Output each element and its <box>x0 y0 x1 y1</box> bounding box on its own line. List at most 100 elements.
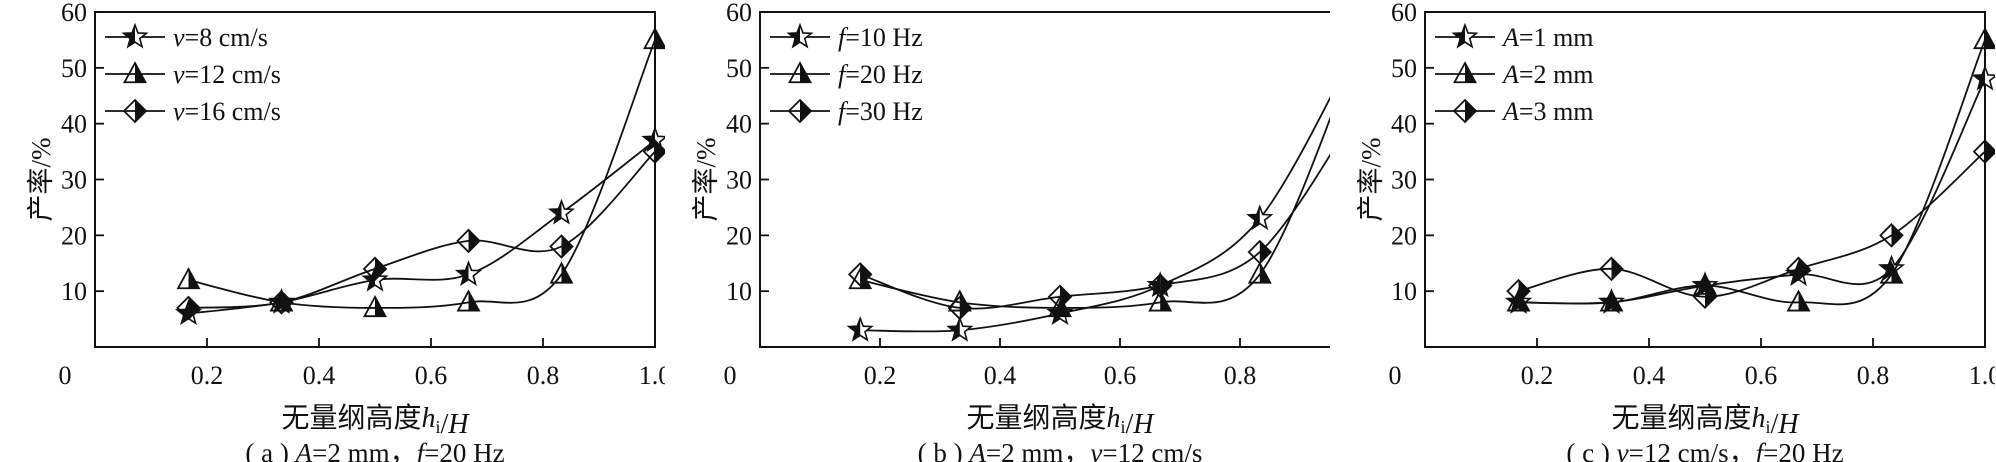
data-point-triangle <box>1506 289 1531 312</box>
series-line <box>188 139 656 315</box>
y-axis-label: 产率/% <box>26 138 56 222</box>
data-point-triangle <box>1786 289 1811 312</box>
data-point-diamond <box>176 295 201 321</box>
chart-caption: ( a ) A=2 mm，f=20 Hz <box>245 438 504 462</box>
y-tick-label: 10 <box>726 277 752 306</box>
x-tick-label: 0.2 <box>1521 361 1554 390</box>
data-point-diamond <box>1147 273 1173 298</box>
legend-marker-triangle <box>1453 61 1477 84</box>
series-line <box>859 153 1330 310</box>
data-point-star <box>946 315 974 342</box>
y-tick-label: 30 <box>61 166 87 195</box>
y-tick-label: 50 <box>1391 54 1417 83</box>
data-point-star <box>1246 204 1274 231</box>
data-point-diamond <box>1247 239 1273 265</box>
data-point-diamond <box>1879 223 1904 248</box>
y-axis-label: 产率/% <box>691 138 721 222</box>
data-point-triangle <box>1599 289 1624 312</box>
x-tick-label: 0.6 <box>1104 361 1137 390</box>
x-tick-label: 0.6 <box>415 361 448 390</box>
data-point-diamond <box>269 290 294 315</box>
data-point-diamond <box>549 234 574 259</box>
y-tick-label: 50 <box>726 54 752 83</box>
legend-label: A=1 mm <box>1501 23 1594 52</box>
x-tick-label: 0.8 <box>527 361 560 390</box>
data-point-triangle <box>1247 261 1272 284</box>
legend-label: v=12 cm/s <box>173 60 281 89</box>
y-tick-label: 40 <box>726 110 752 139</box>
data-point-diamond <box>642 139 665 164</box>
data-point-star <box>1971 64 1995 91</box>
series-line <box>188 150 656 309</box>
data-point-diamond <box>1692 284 1718 310</box>
x-tick-label: 1.0 <box>639 361 665 390</box>
y-tick-label: 20 <box>61 221 87 250</box>
data-point-triangle <box>643 27 665 50</box>
x-axis-label: 无量纲高度hi/H <box>1611 402 1800 440</box>
data-point-triangle <box>176 267 201 290</box>
x-tick-label: 0.4 <box>303 361 336 390</box>
x-axis-label: 无量纲高度hi/H <box>966 402 1155 440</box>
legend-marker-diamond <box>122 98 148 124</box>
legend-label: A=2 mm <box>1501 60 1594 89</box>
data-point-triangle <box>1879 261 1904 284</box>
y-tick-label: 60 <box>1391 0 1417 27</box>
x-tick-label: 1.0 <box>1969 361 1995 390</box>
legend-marker-diamond <box>787 98 813 124</box>
x-tick-label: 0.2 <box>191 361 224 390</box>
x-tick-label: 0 <box>724 361 737 390</box>
chart-panel-1: 10 20 30 40 50 60 0 0.2 0.4 0.6 0.8 1.0 产率/% 无量纲高度hi/… <box>26 0 665 462</box>
data-point-triangle <box>549 261 574 284</box>
y-tick-label: 20 <box>1391 221 1417 250</box>
legend-marker-star <box>1451 22 1479 49</box>
series-line <box>1518 39 1986 306</box>
y-tick-label: 10 <box>61 277 87 306</box>
chart-caption: ( b ) A=2 mm，v=12 cm/s <box>918 438 1203 462</box>
data-point-diamond <box>947 295 973 321</box>
data-point-diamond <box>847 262 873 287</box>
data-point-diamond <box>1506 278 1531 304</box>
y-tick-label: 40 <box>61 110 87 139</box>
x-tick-label: 0.6 <box>1745 361 1778 390</box>
chart-panel-2: 10203040506000.20.40.60.81.0产率/%无量纲高度hi/… <box>691 0 1330 462</box>
data-point-triangle <box>456 289 481 312</box>
series-line <box>860 116 1330 309</box>
x-tick-label: 0.4 <box>984 361 1017 390</box>
series-line <box>1518 150 1986 298</box>
chart-caption: ( c ) v=12 cm/s，f=20 Hz <box>1566 438 1843 462</box>
data-point-star <box>454 260 483 286</box>
y-tick-label: 40 <box>1391 110 1417 139</box>
data-point-diamond <box>1972 139 1995 164</box>
y-tick-label: 50 <box>61 54 87 83</box>
x-tick-label: 0.8 <box>1224 361 1257 390</box>
data-point-triangle <box>1148 289 1173 312</box>
legend-label: v=16 cm/s <box>173 97 281 126</box>
legend-label: A=3 mm <box>1501 97 1594 126</box>
legend-marker-star <box>121 22 149 49</box>
y-tick-label: 10 <box>1391 277 1417 306</box>
legend-marker-diamond <box>1452 98 1478 124</box>
y-tick-label: 20 <box>726 221 752 250</box>
series-line <box>860 96 1330 333</box>
y-tick-label: 60 <box>726 0 752 27</box>
legend-label: f=30 Hz <box>838 97 923 126</box>
legend-label: v=8 cm/s <box>173 23 268 52</box>
data-point-diamond <box>1599 256 1624 282</box>
y-tick-label: 30 <box>1391 166 1417 195</box>
y-tick-label: 60 <box>61 0 87 27</box>
legend-label: f=20 Hz <box>838 60 923 89</box>
x-tick-label: 0.2 <box>864 361 897 390</box>
y-axis-label: 产率/% <box>1356 138 1386 222</box>
legend-marker-triangle <box>123 61 147 84</box>
data-point-triangle <box>363 295 387 318</box>
chart-panel-3: 10 20 30 40 50 60 0 0.2 0.4 0.6 0.8 1.0 产率/% 无量纲高度hi/… <box>1356 0 1995 462</box>
legend-marker-star <box>786 22 814 49</box>
legend-label: f=10 Hz <box>838 23 923 52</box>
x-tick-label: 0.8 <box>1857 361 1890 390</box>
data-point-star <box>846 315 874 342</box>
y-tick-label: 30 <box>726 166 752 195</box>
data-point-diamond <box>1047 284 1073 310</box>
data-point-star <box>547 198 576 225</box>
x-tick-label: 0 <box>59 361 72 390</box>
